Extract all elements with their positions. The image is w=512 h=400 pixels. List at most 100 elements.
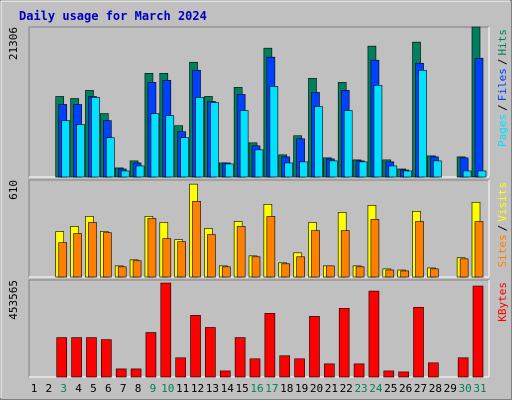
x-tick-label: 12 <box>191 382 204 395</box>
legend-separator: / <box>496 59 509 66</box>
bar <box>338 307 350 378</box>
bar <box>355 266 365 278</box>
bar <box>117 266 127 278</box>
chart-title: Daily usage for March 2024 <box>19 9 207 23</box>
bar <box>180 137 189 178</box>
x-tick-label: 27 <box>414 382 427 395</box>
bar <box>73 233 82 278</box>
bar <box>299 161 308 178</box>
x-tick-label: 28 <box>429 382 442 395</box>
x-tick-label: 2 <box>46 382 53 395</box>
bar <box>160 282 172 378</box>
bar <box>132 260 142 278</box>
bar <box>251 256 261 278</box>
bar <box>224 163 234 178</box>
bar <box>324 363 335 378</box>
bar <box>165 115 175 178</box>
y-max-label: 453565 <box>7 280 20 320</box>
bar <box>88 222 97 278</box>
legend: Sites / Visits <box>496 182 509 268</box>
bar <box>219 370 231 378</box>
bar <box>266 216 276 278</box>
bar <box>430 268 439 278</box>
bar <box>340 230 350 278</box>
legend: KBytes <box>496 282 509 322</box>
bar <box>175 357 186 378</box>
bar <box>195 97 204 178</box>
legend-entry: Visits <box>496 182 509 222</box>
bar <box>56 337 68 378</box>
bar <box>413 306 424 378</box>
legend-entry: Sites <box>496 234 509 267</box>
bar <box>120 170 130 178</box>
bar <box>106 137 115 178</box>
bar <box>474 221 484 278</box>
bar <box>76 124 85 178</box>
x-tick-label: 15 <box>236 382 249 395</box>
legend: Pages / Files / Hits <box>496 29 509 147</box>
x-tick-label: 24 <box>369 382 383 395</box>
bar <box>388 165 398 178</box>
bar <box>147 218 157 278</box>
bar <box>279 355 291 378</box>
bar <box>309 316 320 378</box>
x-tick-label: 5 <box>90 382 97 395</box>
bar <box>477 170 487 178</box>
x-tick-label: 8 <box>135 382 142 395</box>
bar <box>314 106 323 178</box>
bar <box>311 230 320 278</box>
y-max-label: 610 <box>7 180 20 200</box>
bar <box>459 258 469 278</box>
x-tick-label: 4 <box>75 382 82 395</box>
x-tick-label: 29 <box>444 382 457 395</box>
bar <box>91 97 100 178</box>
legend-entry: Hits <box>496 29 509 56</box>
legend-separator: / <box>496 104 509 111</box>
bar <box>281 263 291 278</box>
bar <box>205 327 216 378</box>
bar <box>190 315 201 378</box>
x-tick-label: 11 <box>176 382 189 395</box>
bar <box>135 165 145 178</box>
x-tick-label: 21 <box>325 382 338 395</box>
bar <box>101 339 112 378</box>
bar <box>457 357 469 378</box>
legend-entry: Pages <box>496 114 509 147</box>
y-max-label: 21306 <box>7 27 20 60</box>
bar <box>343 110 353 178</box>
bar <box>210 102 219 178</box>
bar <box>239 110 249 178</box>
bar <box>383 370 395 378</box>
x-tick-label: 10 <box>161 382 174 395</box>
bar <box>326 265 335 278</box>
bar <box>58 242 68 278</box>
x-tick-label: 19 <box>295 382 308 395</box>
bar <box>192 201 201 278</box>
bar <box>428 362 439 378</box>
bar <box>103 232 112 278</box>
bar <box>207 234 216 278</box>
bar <box>403 170 412 178</box>
x-tick-label: 22 <box>340 382 353 395</box>
x-tick-label: 23 <box>354 382 367 395</box>
x-tick-label: 9 <box>150 382 157 395</box>
legend-separator: / <box>496 225 509 232</box>
x-tick-label: 16 <box>250 382 263 395</box>
bar <box>86 337 97 378</box>
bar <box>145 332 157 378</box>
bar <box>400 270 409 278</box>
bar <box>433 160 442 178</box>
bar <box>353 363 365 378</box>
bar <box>358 161 368 178</box>
bar <box>462 170 472 178</box>
x-tick-label: 25 <box>384 382 397 395</box>
bar <box>61 120 71 178</box>
bar <box>269 86 279 178</box>
bar <box>284 162 294 178</box>
bar <box>115 368 127 378</box>
x-tick-label: 6 <box>105 382 112 395</box>
x-tick-label: 26 <box>399 382 412 395</box>
bar <box>296 256 305 278</box>
bar <box>329 160 338 178</box>
